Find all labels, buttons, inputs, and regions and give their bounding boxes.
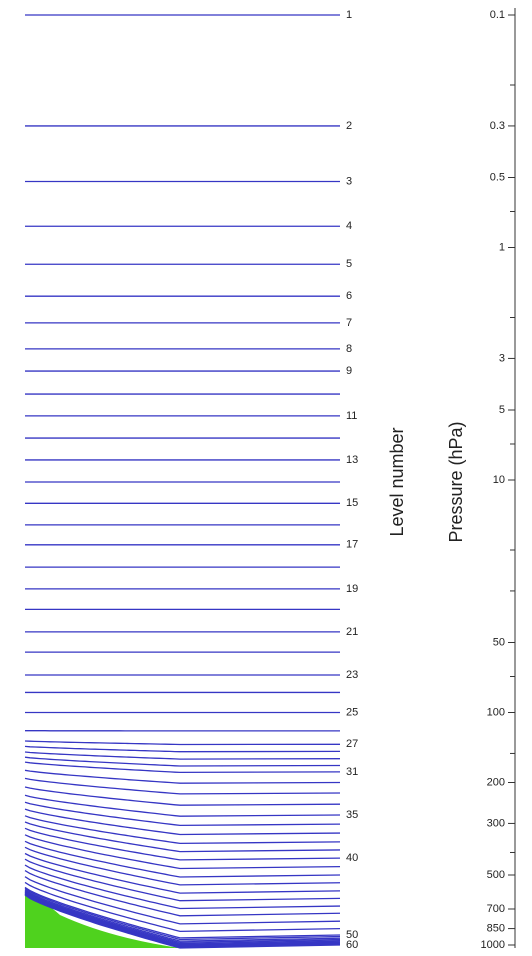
pressure-tick-label: 50 xyxy=(493,636,505,648)
level-line xyxy=(24,840,341,878)
pressure-tick-label: 3 xyxy=(499,352,505,364)
pressure-tick-label: 850 xyxy=(487,922,505,934)
level-label: 21 xyxy=(346,626,358,638)
level-line xyxy=(24,821,341,853)
pressure-tick-label: 300 xyxy=(487,817,505,829)
level-line xyxy=(24,756,341,767)
level-label: 40 xyxy=(346,852,358,864)
terrain xyxy=(25,895,180,948)
level-label: 13 xyxy=(346,454,358,466)
level-label: 19 xyxy=(346,583,358,595)
level-label: 11 xyxy=(346,410,357,422)
level-label: 3 xyxy=(346,175,352,187)
level-line xyxy=(24,769,341,784)
level-label: 31 xyxy=(346,766,358,778)
pressure-tick-label: 0.5 xyxy=(490,171,505,183)
level-line xyxy=(24,740,341,746)
level-line xyxy=(24,891,341,946)
level-line xyxy=(24,761,341,774)
level-label: 6 xyxy=(346,290,352,302)
pressure-tick-label: 1000 xyxy=(481,939,505,951)
level-line xyxy=(24,852,341,894)
level-label: 35 xyxy=(346,809,358,821)
level-axis-title: Level number xyxy=(387,427,407,536)
pressure-tick-label: 500 xyxy=(487,869,505,881)
level-label: 50 xyxy=(346,929,358,941)
level-label: 27 xyxy=(346,738,358,750)
pressure-tick-label: 5 xyxy=(499,404,505,416)
pressure-tick-label: 0.3 xyxy=(490,120,505,132)
level-line xyxy=(24,891,341,945)
level-line xyxy=(24,786,341,806)
level-label: 23 xyxy=(346,669,358,681)
level-label: 15 xyxy=(346,497,358,509)
pressure-tick-label: 700 xyxy=(487,903,505,915)
level-label: 4 xyxy=(346,220,352,232)
level-line xyxy=(24,870,341,917)
level-line xyxy=(24,890,341,944)
level-label: 25 xyxy=(346,706,358,718)
pressure-tick-label: 10 xyxy=(493,474,505,486)
level-label: 8 xyxy=(346,343,352,355)
pressure-tick-label: 0.1 xyxy=(490,9,505,21)
level-line xyxy=(24,751,341,760)
level-line xyxy=(24,846,341,886)
level-line xyxy=(24,864,341,910)
pressure-tick-label: 1 xyxy=(499,241,505,253)
level-line xyxy=(24,858,341,902)
level-line xyxy=(24,827,341,861)
level-label: 7 xyxy=(346,317,352,329)
level-label: 9 xyxy=(346,365,352,377)
level-line xyxy=(24,894,341,949)
level-line xyxy=(24,777,341,795)
level-line xyxy=(24,745,341,753)
level-line xyxy=(24,801,341,827)
level-label: 60 xyxy=(346,939,358,951)
pressure-tick-label: 200 xyxy=(487,776,505,788)
level-line xyxy=(24,815,341,845)
level-label: 17 xyxy=(346,539,358,551)
level-line xyxy=(24,808,341,836)
level-line xyxy=(24,794,341,817)
level-line xyxy=(24,876,341,925)
level-line xyxy=(24,886,341,939)
level-line xyxy=(24,887,341,941)
level-line xyxy=(24,881,341,933)
level-label: 2 xyxy=(346,120,352,132)
level-label: 5 xyxy=(346,258,352,270)
pressure-tick-label: 100 xyxy=(487,706,505,718)
level-label: 1 xyxy=(346,9,352,21)
pressure-axis-title: Pressure (hPa) xyxy=(446,421,466,542)
level-line xyxy=(24,834,341,870)
level-line xyxy=(24,889,341,942)
